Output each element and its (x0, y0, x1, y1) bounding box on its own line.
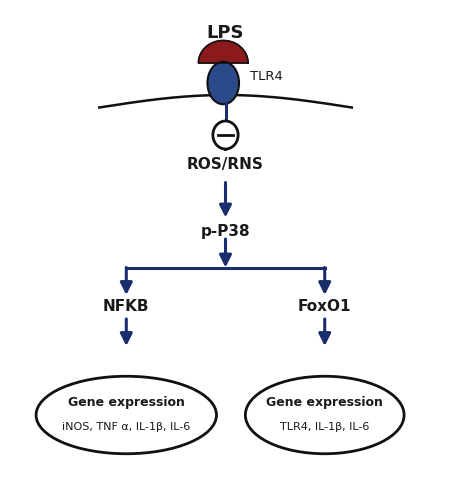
Text: Gene expression: Gene expression (266, 396, 383, 409)
Text: p-P38: p-P38 (201, 224, 250, 239)
Circle shape (213, 121, 238, 149)
Ellipse shape (245, 376, 404, 454)
Text: LPS: LPS (207, 24, 244, 42)
Text: NFKB: NFKB (103, 299, 150, 314)
Ellipse shape (207, 62, 239, 104)
Text: iNOS, TNF α, IL-1β, IL-6: iNOS, TNF α, IL-1β, IL-6 (62, 422, 190, 432)
Ellipse shape (36, 376, 216, 454)
Text: TLR4, IL-1β, IL-6: TLR4, IL-1β, IL-6 (280, 422, 369, 432)
Text: TLR4: TLR4 (250, 70, 283, 83)
Text: FoxO1: FoxO1 (298, 299, 351, 314)
Text: ROS/RNS: ROS/RNS (187, 158, 264, 172)
Polygon shape (198, 40, 248, 63)
Text: Gene expression: Gene expression (68, 396, 185, 409)
